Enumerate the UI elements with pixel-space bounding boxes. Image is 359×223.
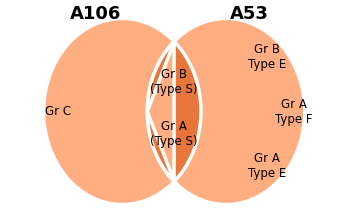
Text: A106: A106 — [70, 5, 121, 23]
Text: Gr A
(Type S): Gr A (Type S) — [150, 120, 198, 148]
Text: Gr A
Type E: Gr A Type E — [248, 152, 286, 180]
Text: Gr C: Gr C — [45, 105, 71, 118]
Text: Gr B
(Type S): Gr B (Type S) — [150, 68, 198, 96]
Polygon shape — [147, 41, 201, 182]
Text: Gr A
Type F: Gr A Type F — [275, 97, 313, 126]
Ellipse shape — [43, 19, 201, 204]
Text: A53: A53 — [230, 5, 269, 23]
Text: Gr B
Type E: Gr B Type E — [248, 43, 286, 71]
Ellipse shape — [147, 19, 305, 204]
